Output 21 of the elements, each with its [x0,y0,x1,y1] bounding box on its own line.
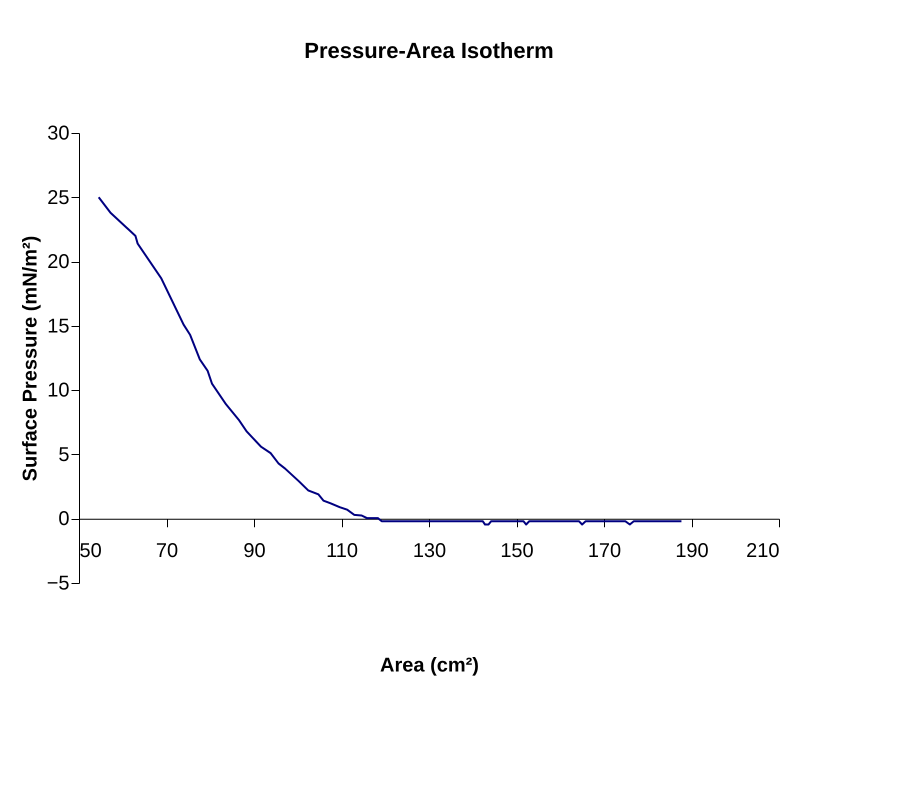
y-tick-label: 20 [47,251,70,274]
line-series [98,196,682,526]
x-tick-label: 50 [80,540,102,562]
x-tick-label: 130 [412,540,446,562]
x-tick-label: 90 [243,540,266,562]
x-tick-label: 110 [326,540,358,562]
x-axis-title: Area (cm²) [380,654,479,676]
y-tick-label: 15 [47,315,70,338]
y-tick-label: 30 [47,122,70,144]
x-tick-label: 190 [675,540,709,562]
y-tick-label: 10 [47,380,70,402]
x-tick-label: 70 [156,540,178,562]
y-tick-label: 5 [58,444,70,466]
y-tick-label: −5 [46,572,70,594]
x-tick-label: 210 [746,540,780,562]
y-axis-title: Surface Pressure (mN/m²) [20,236,42,482]
x-tick-label: 150 [500,540,534,562]
chart-title: Pressure-Area Isotherm [304,38,554,63]
y-tick-label: 0 [58,508,70,530]
x-tick-label: 170 [588,540,622,562]
y-tick-label: 25 [47,186,70,209]
